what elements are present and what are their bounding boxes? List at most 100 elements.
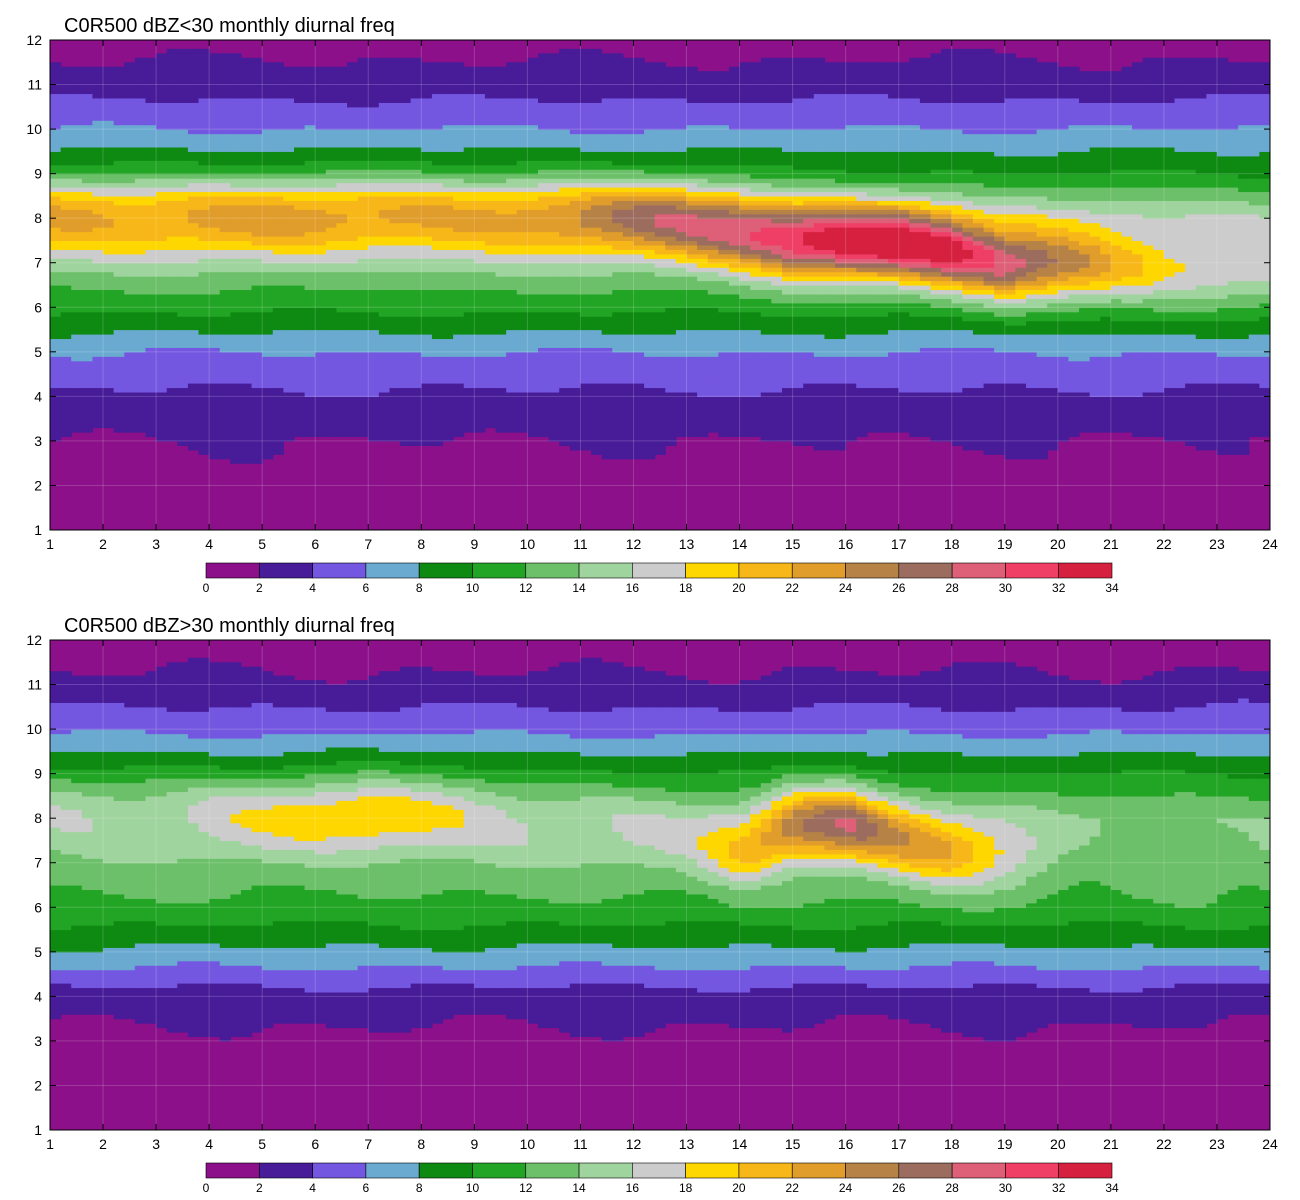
heatmap-cell	[177, 222, 189, 228]
heatmap-cell	[453, 356, 465, 362]
heatmap-cell	[421, 396, 433, 402]
heatmap-cell	[654, 169, 666, 175]
heatmap-cell	[559, 427, 571, 433]
heatmap-cell	[453, 66, 465, 72]
heatmap-cell	[230, 111, 242, 117]
heatmap-cell	[177, 387, 189, 393]
heatmap-cell	[644, 347, 656, 353]
heatmap-cell	[474, 334, 486, 340]
heatmap-cell	[187, 204, 200, 210]
heatmap-cell	[612, 311, 624, 317]
heatmap-cell	[134, 396, 147, 402]
heatmap-cell	[400, 178, 412, 184]
heatmap-cell	[644, 338, 656, 344]
heatmap-cell	[644, 151, 656, 157]
heatmap-cell	[601, 102, 613, 108]
heatmap-cell	[347, 106, 359, 112]
heatmap-cell	[336, 227, 348, 233]
heatmap-cell	[378, 124, 391, 130]
heatmap-cell	[389, 75, 401, 81]
heatmap-cell	[251, 427, 263, 433]
heatmap-cell	[325, 293, 338, 299]
heatmap-cell	[81, 222, 94, 228]
heatmap-cell	[389, 129, 401, 135]
heatmap-cell	[421, 369, 433, 375]
heatmap-cell	[633, 142, 645, 148]
heatmap-cell	[378, 191, 391, 197]
heatmap-cell	[548, 195, 560, 201]
heatmap-cell	[654, 204, 666, 210]
heatmap-cell	[187, 169, 200, 175]
heatmap-cell	[484, 356, 497, 362]
heatmap-cell	[134, 320, 147, 326]
heatmap-cell	[177, 316, 189, 322]
heatmap-cell	[357, 93, 369, 99]
heatmap-cell	[145, 129, 157, 135]
heatmap-cell	[262, 405, 274, 411]
heatmap-cell	[357, 155, 369, 161]
heatmap-cell	[251, 249, 263, 255]
heatmap-cell	[262, 396, 274, 402]
heatmap-cell	[50, 276, 62, 282]
heatmap-cell	[612, 414, 624, 420]
heatmap-cell	[230, 374, 242, 380]
heatmap-cell	[527, 307, 539, 313]
heatmap-cell	[442, 325, 454, 331]
heatmap-cell	[474, 146, 486, 152]
heatmap-cell	[601, 173, 613, 179]
heatmap-cell	[325, 409, 338, 415]
heatmap-cell	[453, 187, 465, 193]
heatmap-cell	[187, 209, 200, 215]
heatmap-cell	[124, 244, 136, 250]
heatmap-cell	[304, 423, 316, 429]
heatmap-cell	[580, 200, 592, 206]
heatmap-cell	[50, 138, 62, 144]
heatmap-cell	[92, 329, 104, 335]
heatmap-cell	[601, 418, 613, 424]
heatmap-cell	[622, 369, 635, 375]
heatmap-cell	[548, 289, 560, 295]
heatmap-cell	[325, 80, 338, 86]
heatmap-cell	[654, 298, 666, 304]
heatmap-cell	[315, 267, 327, 273]
heatmap-cell	[60, 195, 72, 201]
heatmap-cell	[527, 383, 539, 389]
heatmap-cell	[294, 316, 306, 322]
heatmap-cell	[124, 195, 136, 201]
heatmap-cell	[230, 396, 242, 402]
heatmap-cell	[240, 258, 253, 264]
heatmap-cell	[240, 164, 253, 170]
heatmap-cell	[378, 204, 391, 210]
heatmap-cell	[612, 84, 624, 90]
heatmap-cell	[622, 280, 635, 286]
heatmap-cell	[304, 138, 316, 144]
heatmap-cell	[283, 436, 295, 442]
heatmap-cell	[187, 200, 200, 206]
heatmap-cell	[495, 191, 507, 197]
heatmap-cell	[92, 222, 104, 228]
heatmap-cell	[622, 249, 635, 255]
heatmap-cell	[601, 155, 613, 161]
heatmap-cell	[166, 160, 178, 166]
heatmap-cell	[92, 142, 104, 148]
heatmap-cell	[516, 298, 528, 304]
heatmap-cell	[230, 244, 242, 250]
heatmap-cell	[516, 75, 528, 81]
heatmap-cell	[283, 227, 295, 233]
heatmap-cell	[251, 195, 263, 201]
heatmap-cell	[633, 293, 645, 299]
heatmap-cell	[315, 227, 327, 233]
heatmap-cell	[219, 209, 231, 215]
heatmap-cell	[272, 400, 284, 406]
heatmap-cell	[622, 378, 635, 384]
heatmap-cell	[474, 302, 486, 308]
heatmap-cell	[156, 84, 168, 90]
heatmap-cell	[230, 342, 242, 348]
heatmap-cell	[113, 276, 125, 282]
heatmap-cell	[368, 391, 380, 397]
heatmap-cell	[400, 338, 412, 344]
heatmap-cell	[113, 285, 125, 291]
heatmap-cell	[177, 289, 189, 295]
heatmap-cell	[357, 351, 369, 357]
heatmap-cell	[410, 262, 422, 268]
